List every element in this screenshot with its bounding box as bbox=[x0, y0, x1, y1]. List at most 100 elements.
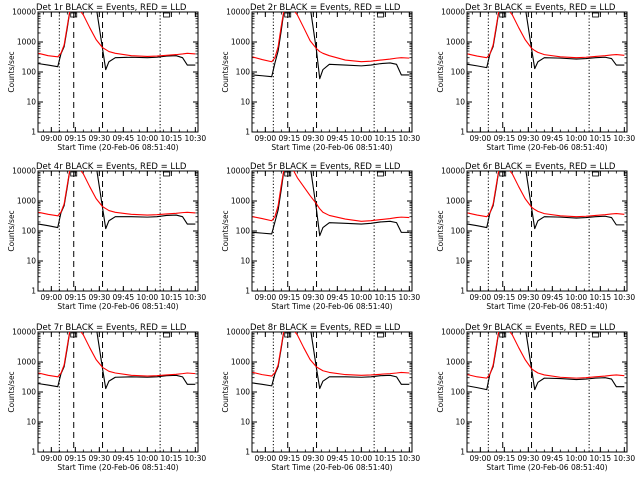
series-group bbox=[38, 332, 196, 390]
interval-marker bbox=[163, 12, 170, 18]
interval-marker bbox=[592, 12, 599, 18]
panel-8: Det 8r BLACK = Events, RED = LLD 1 10 100 10… bbox=[221, 323, 420, 472]
interval-marker bbox=[163, 332, 170, 338]
x-tick-label: 10:00 bbox=[566, 134, 588, 143]
x-tick-label: 10:30 bbox=[399, 454, 421, 463]
y-tick-label: 10 bbox=[455, 98, 465, 107]
plot-frame bbox=[466, 331, 628, 453]
x-tick-label: 10:15 bbox=[161, 134, 183, 143]
panel-title: Det 4r BLACK = Events, RED = LLD bbox=[36, 162, 187, 172]
x-tick-label: 10:00 bbox=[351, 293, 373, 302]
interval-marker bbox=[70, 12, 78, 18]
interval-marker bbox=[499, 332, 507, 338]
lld-series-line bbox=[38, 332, 196, 378]
x-tick-label: 09:30 bbox=[89, 293, 111, 302]
x-tick-label: 09:00 bbox=[41, 134, 63, 143]
x-tick-label: 09:45 bbox=[542, 454, 564, 463]
panel-title: Det 1r BLACK = Events, RED = LLD bbox=[36, 3, 187, 13]
plot-frame bbox=[251, 11, 413, 133]
x-tick-label: 09:00 bbox=[41, 293, 63, 302]
panel-6: Det 6r BLACK = Events, RED = LLD 1 10 100 10… bbox=[436, 162, 635, 311]
x-tick-label: 10:00 bbox=[566, 454, 588, 463]
x-tick-label: 10:00 bbox=[137, 134, 159, 143]
x-tick-label: 09:30 bbox=[89, 134, 111, 143]
x-axis-label: Start Time (20-Feb-06 08:51:40) bbox=[486, 302, 607, 311]
y-tick-label: 10000 bbox=[441, 328, 465, 337]
series-group bbox=[252, 12, 410, 80]
interval-marker bbox=[592, 332, 599, 338]
y-tick-label: 1 bbox=[460, 287, 465, 296]
y-tick-label: 10 bbox=[455, 418, 465, 427]
y-tick-label: 10 bbox=[26, 418, 36, 427]
x-tick-label: 10:30 bbox=[399, 293, 421, 302]
interval-marker bbox=[499, 171, 507, 177]
y-tick-label: 1 bbox=[245, 128, 250, 137]
y-axis-label: Counts/sec bbox=[221, 51, 230, 92]
y-tick-label: 1000 bbox=[446, 197, 465, 206]
panel-title: Det 7r BLACK = Events, RED = LLD bbox=[36, 323, 187, 333]
series-group bbox=[467, 171, 625, 230]
x-tick-label: 09:15 bbox=[494, 454, 516, 463]
x-axis-label: Start Time (20-Feb-06 08:51:40) bbox=[271, 463, 392, 472]
panel-title: Det 6r BLACK = Events, RED = LLD bbox=[465, 162, 616, 172]
series-group bbox=[38, 12, 196, 71]
panel-9: Det 9r BLACK = Events, RED = LLD 1 10 100 10… bbox=[436, 323, 635, 472]
x-tick-label: 10:00 bbox=[566, 293, 588, 302]
y-tick-label: 10 bbox=[240, 257, 250, 266]
y-tick-label: 10 bbox=[26, 98, 36, 107]
y-axis-label: Counts/sec bbox=[221, 210, 230, 251]
panel-title: Det 9r BLACK = Events, RED = LLD bbox=[465, 323, 616, 333]
plot-frame bbox=[251, 170, 413, 292]
x-tick-label: 09:45 bbox=[542, 134, 564, 143]
x-tick-label: 10:15 bbox=[375, 454, 397, 463]
x-tick-label: 09:15 bbox=[65, 293, 87, 302]
y-tick-label: 1000 bbox=[446, 358, 465, 367]
y-tick-label: 100 bbox=[236, 227, 251, 236]
y-tick-label: 10 bbox=[240, 418, 250, 427]
x-tick-label: 09:00 bbox=[41, 454, 63, 463]
y-tick-label: 10000 bbox=[12, 328, 36, 337]
x-tick-label: 09:00 bbox=[255, 454, 277, 463]
interval-marker bbox=[163, 171, 170, 177]
plot-frame bbox=[466, 170, 628, 292]
x-tick-label: 10:30 bbox=[185, 293, 207, 302]
plot-frame bbox=[37, 11, 199, 133]
x-tick-label: 10:00 bbox=[137, 293, 159, 302]
x-axis-label: Start Time (20-Feb-06 08:51:40) bbox=[57, 143, 178, 152]
plot-frame bbox=[251, 331, 413, 453]
x-tick-label: 09:30 bbox=[518, 134, 540, 143]
x-tick-label: 09:15 bbox=[494, 134, 516, 143]
x-tick-label: 10:30 bbox=[614, 134, 636, 143]
x-tick-label: 10:30 bbox=[614, 454, 636, 463]
x-tick-label: 09:30 bbox=[303, 454, 325, 463]
y-tick-label: 100 bbox=[22, 227, 37, 236]
y-tick-label: 10 bbox=[240, 98, 250, 107]
panel-title: Det 3r BLACK = Events, RED = LLD bbox=[465, 3, 616, 13]
x-tick-label: 10:15 bbox=[375, 293, 397, 302]
lld-series-line bbox=[38, 171, 196, 217]
plot-frame bbox=[466, 11, 628, 133]
events-series-line bbox=[38, 12, 196, 71]
x-tick-label: 10:30 bbox=[185, 454, 207, 463]
interval-marker bbox=[377, 332, 384, 338]
y-tick-label: 1 bbox=[31, 128, 36, 137]
x-tick-label: 10:15 bbox=[590, 293, 612, 302]
x-tick-label: 09:45 bbox=[113, 134, 135, 143]
panel-4: Det 4r BLACK = Events, RED = LLD 1 10 100 10… bbox=[7, 162, 206, 311]
y-tick-label: 10000 bbox=[226, 167, 250, 176]
lld-series-line bbox=[467, 332, 625, 379]
interval-marker bbox=[284, 12, 292, 18]
y-axis-label: Counts/sec bbox=[7, 371, 16, 412]
y-tick-label: 100 bbox=[22, 388, 37, 397]
interval-marker bbox=[377, 171, 384, 177]
y-axis-label: Counts/sec bbox=[7, 51, 16, 92]
y-tick-label: 1000 bbox=[446, 38, 465, 47]
x-axis-label: Start Time (20-Feb-06 08:51:40) bbox=[486, 143, 607, 152]
y-tick-label: 1 bbox=[31, 448, 36, 457]
panel-5: Det 5r BLACK = Events, RED = LLD 1 10 100 10… bbox=[221, 162, 420, 311]
plot-frame bbox=[37, 170, 199, 292]
y-tick-label: 100 bbox=[451, 227, 466, 236]
events-series-line bbox=[252, 12, 410, 80]
series-group bbox=[252, 332, 410, 390]
x-tick-label: 10:15 bbox=[590, 454, 612, 463]
